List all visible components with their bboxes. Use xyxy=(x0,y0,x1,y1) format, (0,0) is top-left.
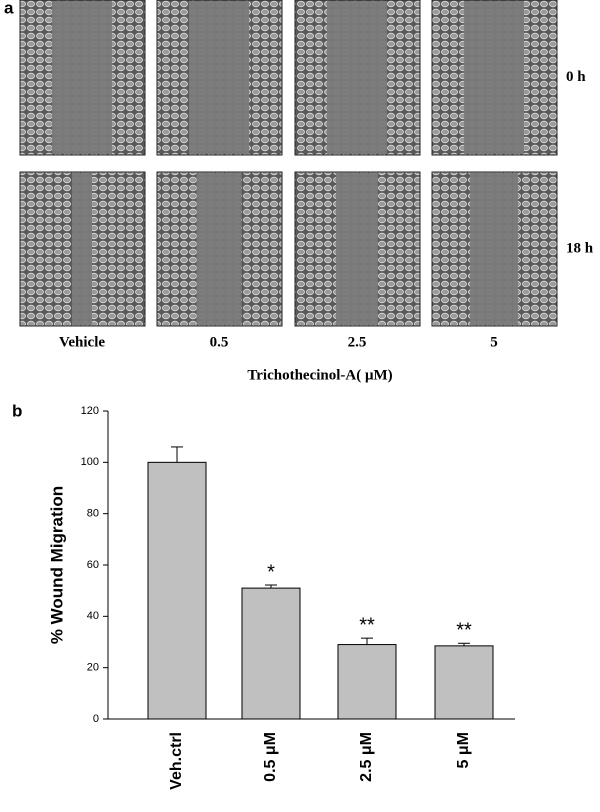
wound-gap xyxy=(52,1,112,154)
bar xyxy=(147,461,207,720)
x-tick-label: 5 μM xyxy=(455,732,472,768)
y-tick-label: 0 xyxy=(93,713,99,725)
error-bar xyxy=(265,584,277,589)
axis-title: Trichothecinol-A( μM) xyxy=(247,367,392,383)
y-axis-title: % Wound Migration xyxy=(47,486,66,644)
wound-gap xyxy=(336,173,378,325)
column-label: 0.5 xyxy=(210,334,229,350)
error-bar xyxy=(361,637,373,645)
wound-gap xyxy=(470,173,518,325)
y-tick-label: 40 xyxy=(87,610,99,622)
wound-gap xyxy=(327,1,387,154)
y-tick-label: 120 xyxy=(81,405,99,417)
column-label: 5 xyxy=(490,334,498,350)
wound-gap xyxy=(464,1,524,154)
x-tick-label: 2.5 μM xyxy=(358,732,375,782)
y-tick-label: 20 xyxy=(87,662,99,674)
column-label: 2.5 xyxy=(348,334,367,350)
significance: ** xyxy=(456,620,472,642)
significance: * xyxy=(267,561,275,583)
wound-gap xyxy=(72,173,92,325)
bar xyxy=(337,644,397,720)
bar xyxy=(434,645,494,720)
column-label: Vehicle xyxy=(59,334,105,350)
significance: ** xyxy=(359,614,375,636)
panel-label: b xyxy=(12,401,22,420)
wound-gap xyxy=(189,1,249,154)
error-bar xyxy=(171,446,183,463)
row-label: 18 h xyxy=(566,240,594,256)
panel-label: a xyxy=(4,0,14,17)
x-tick-label: 0.5 μM xyxy=(262,732,279,782)
x-tick-label: Veh.ctrl xyxy=(168,732,185,790)
row-label: 0 h xyxy=(566,69,586,85)
y-tick-label: 100 xyxy=(81,456,99,468)
wound-gap xyxy=(196,173,242,325)
y-tick-label: 80 xyxy=(87,508,99,520)
error-bar xyxy=(458,642,470,646)
bar xyxy=(241,587,301,720)
y-tick-label: 60 xyxy=(87,559,99,571)
